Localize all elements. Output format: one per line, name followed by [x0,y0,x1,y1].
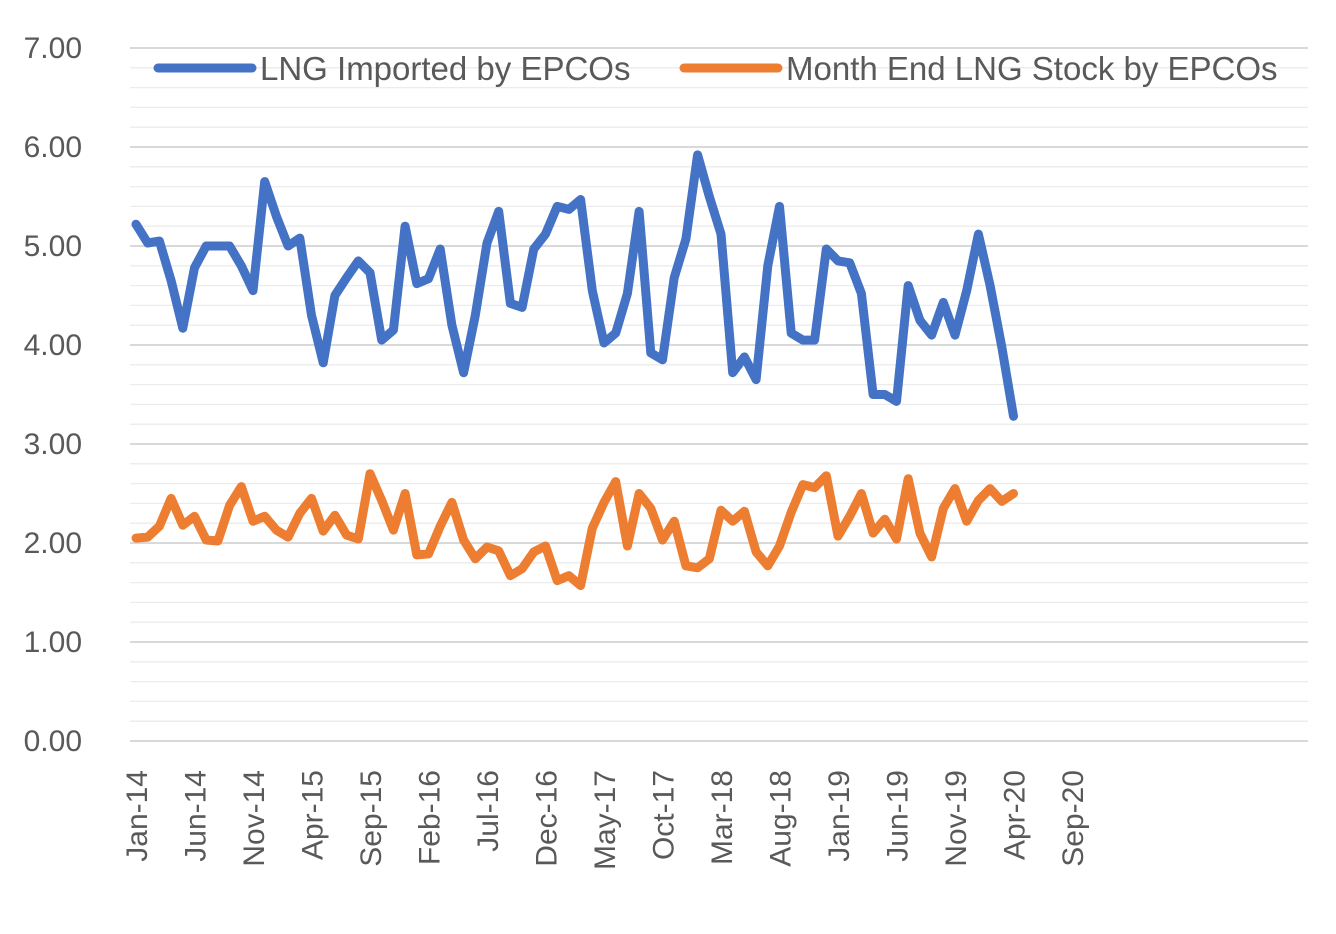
x-tick-label: Nov-19 [940,770,973,867]
x-tick-label: Jun-19 [882,770,915,862]
x-tick-label: Jan-14 [121,770,154,862]
x-tick-label: Apr-20 [999,770,1032,860]
y-tick-label: 1.00 [24,626,82,659]
series-lines [131,150,1018,591]
y-tick-label: 6.00 [24,131,82,164]
series-line-month-end-stock [131,469,1018,591]
x-axis-ticks: Jan-14 Jun-14 Nov-14 Apr-15 Sep-15 Feb-16 Jul-… [121,770,1090,870]
legend: LNG Imported by EPCOs Month End LNG Stock… [153,50,1278,87]
x-tick-label: Mar-18 [706,770,739,865]
y-tick-label: 4.00 [24,329,82,362]
gridlines [130,47,1308,742]
x-tick-label: Jan-19 [823,770,856,862]
x-tick-label: Jun-14 [180,770,213,862]
x-tick-label: Aug-18 [765,770,798,867]
y-tick-label: 2.00 [24,527,82,560]
x-tick-label: Jul-16 [472,770,505,852]
series-line-lng-imported [131,150,1018,421]
y-axis-ticks: 0.00 1.00 2.00 3.00 4.00 5.00 6.00 7.00 [24,32,82,758]
x-tick-label: Apr-15 [297,770,330,860]
legend-label: Month End LNG Stock by EPCOs [786,50,1278,87]
y-tick-label: 0.00 [24,725,82,758]
x-tick-label: May-17 [589,770,622,870]
x-tick-label: Feb-16 [414,770,447,865]
x-tick-label: Dec-16 [531,770,564,867]
y-tick-label: 7.00 [24,32,82,65]
x-tick-label: Oct-17 [648,770,681,860]
x-tick-label: Sep-15 [355,770,388,867]
legend-label: LNG Imported by EPCOs [260,50,630,87]
x-tick-label: Nov-14 [238,770,271,867]
y-tick-label: 3.00 [24,428,82,461]
x-tick-label: Sep-20 [1057,770,1090,867]
y-tick-label: 5.00 [24,230,82,263]
